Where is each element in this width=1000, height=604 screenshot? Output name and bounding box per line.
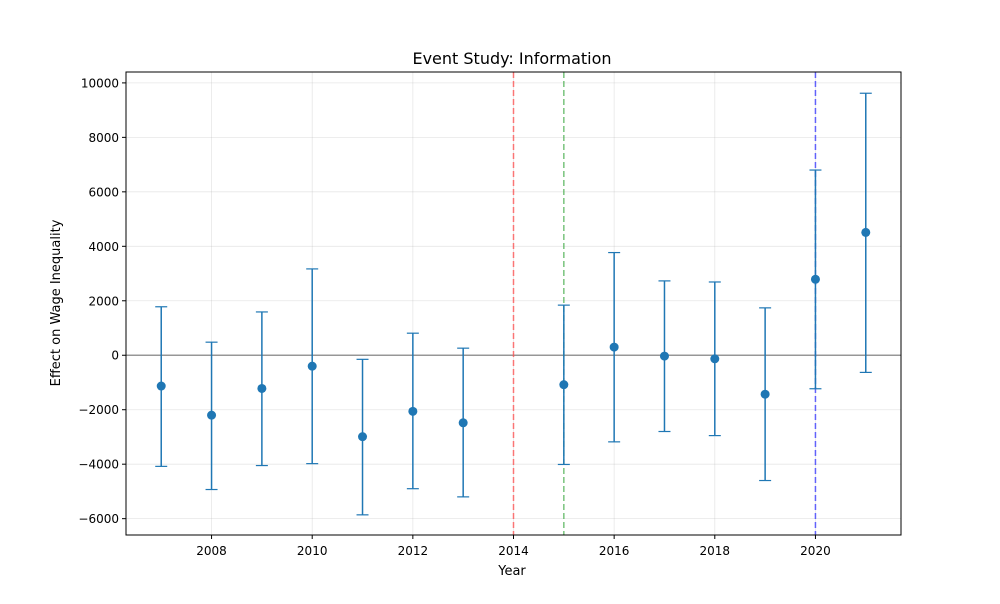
point-2010 [307,361,317,371]
point-2018 [710,354,720,364]
x-tick-label: 2016 [599,544,630,558]
point-2011 [358,432,368,442]
x-tick-label: 2014 [498,544,529,558]
x-tick-label: 2008 [196,544,227,558]
y-tick-label: 2000 [88,294,119,308]
y-tick-label: 10000 [81,76,119,90]
x-tick-label: 2010 [297,544,328,558]
point-2021 [861,227,871,237]
data-points [156,227,871,442]
y-tick-label: −2000 [78,403,119,417]
point-2015 [559,380,569,390]
x-axis-label: Year [497,564,526,579]
point-2012 [408,406,418,416]
x-tick-label: 2020 [800,544,831,558]
point-2016 [609,342,619,352]
y-tick-label: 6000 [88,185,119,199]
point-2020 [810,274,820,284]
point-2009 [257,383,267,393]
y-tick-label: 0 [111,349,119,363]
chart-title: Event Study: Information [412,49,611,68]
y-tick-label: 4000 [88,240,119,254]
axis-ticks: 2008 2010 2012 2014 2016 2018 2020 −6000 −4000 −2… [78,76,830,558]
reference-lines [126,72,901,535]
x-tick-label: 2018 [700,544,731,558]
point-2017 [659,351,669,361]
point-2019 [760,389,770,399]
point-2008 [207,410,217,420]
y-tick-label: 8000 [88,131,119,145]
point-2013 [458,418,468,428]
y-axis-label: Effect on Wage Inequality [49,219,64,386]
point-2007 [156,381,166,391]
x-tick-label: 2012 [398,544,429,558]
y-tick-label: −4000 [78,458,119,472]
y-tick-label: −6000 [78,512,119,526]
